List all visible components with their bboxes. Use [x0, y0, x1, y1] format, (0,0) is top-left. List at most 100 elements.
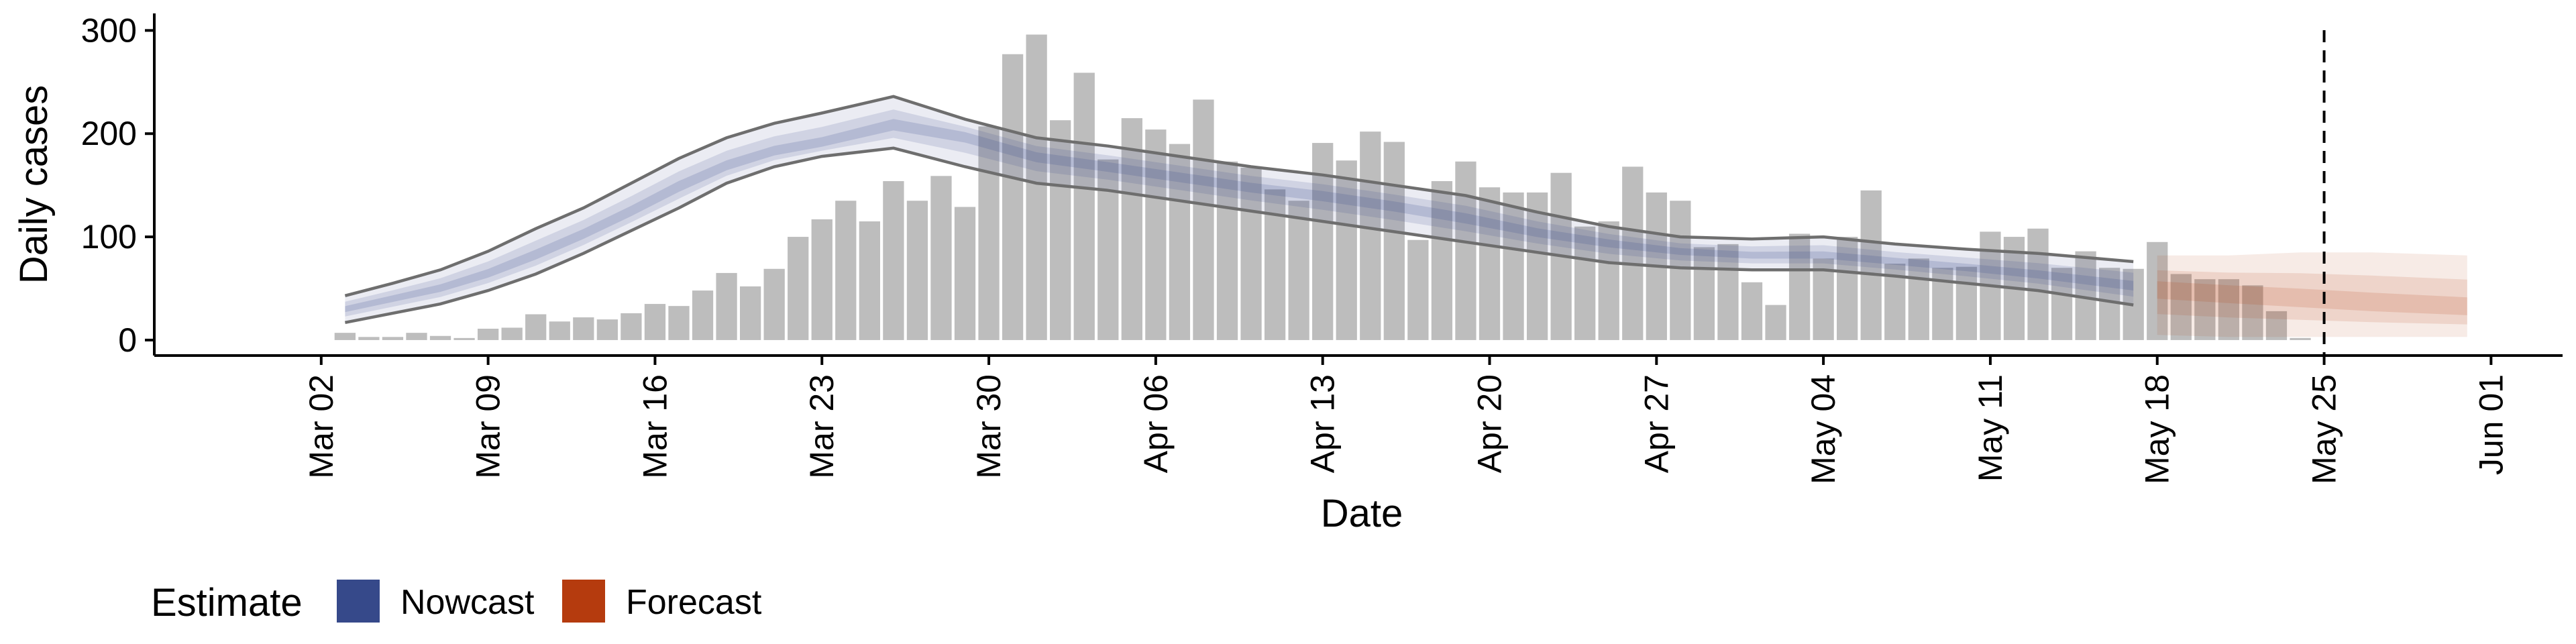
bar-2020-04-26 — [1622, 166, 1644, 340]
x-tick-label-2020-03-30: Mar 30 — [970, 374, 1008, 479]
y-tick-label-0: 0 — [118, 321, 137, 359]
x-tick-label-2020-05-04: May 04 — [1805, 374, 1842, 484]
bar-2020-03-24 — [835, 201, 857, 340]
bar-2020-05-13 — [2027, 228, 2049, 340]
bar-2020-05-20 — [2194, 279, 2216, 340]
bar-2020-03-03 — [334, 333, 356, 340]
bar-2020-04-07 — [1169, 144, 1191, 340]
bar-2020-03-08 — [453, 337, 475, 340]
bar-2020-05-03 — [1788, 233, 1811, 340]
bar-2020-05-23 — [2265, 311, 2288, 340]
bar-2020-05-22 — [2242, 285, 2263, 340]
x-tick-label-2020-03-23: Mar 23 — [803, 374, 841, 479]
bar-2020-04-15 — [1360, 131, 1381, 340]
bar-2020-03-12 — [549, 321, 570, 340]
bar-2020-04-12 — [1288, 201, 1309, 340]
bar-2020-04-03 — [1073, 72, 1095, 340]
bar-2020-03-25 — [859, 221, 880, 340]
bar-2020-03-09 — [477, 329, 499, 340]
bar-2020-05-01 — [1741, 282, 1763, 340]
x-tick-label-2020-03-09: Mar 09 — [470, 374, 507, 479]
bar-2020-05-21 — [2218, 279, 2240, 340]
legend-label-forecast: Forecast — [626, 583, 762, 622]
bar-2020-03-13 — [573, 317, 594, 340]
legend-swatch-nowcast — [337, 580, 380, 623]
bar-2020-04-05 — [1121, 118, 1142, 340]
axes-layer: 0 100 200 300 Mar 02 Mar 09 Mar 16 Mar 23 Mar 30… — [81, 11, 2563, 484]
bar-2020-03-19 — [716, 272, 737, 340]
bar-2020-05-04 — [1813, 258, 1834, 340]
forecast-band-mid — [2157, 270, 2467, 325]
bar-2020-05-18 — [2147, 241, 2168, 340]
bar-2020-04-09 — [1216, 161, 1238, 340]
bar-2020-03-16 — [644, 304, 666, 340]
x-tick-label-2020-03-16: Mar 16 — [636, 374, 674, 479]
bar-2020-04-21 — [1503, 192, 1524, 340]
nowcast-upper-line — [344, 95, 2134, 297]
bar-2020-03-06 — [406, 333, 427, 340]
bar-2020-03-14 — [596, 319, 618, 340]
bar-2020-04-16 — [1383, 142, 1405, 340]
bar-2020-03-20 — [739, 286, 761, 340]
x-tick-label-2020-04-27: Apr 27 — [1638, 374, 1675, 473]
bar-2020-05-02 — [1765, 305, 1786, 340]
bar-2020-05-08 — [1908, 258, 1929, 340]
bar-2020-04-20 — [1479, 187, 1501, 340]
bars-layer — [334, 34, 2311, 340]
bar-2020-05-24 — [2290, 337, 2311, 340]
bar-2020-03-10 — [501, 327, 523, 340]
bar-2020-03-29 — [954, 207, 976, 340]
nowcast-band-outer — [345, 96, 2134, 323]
bar-2020-04-22 — [1526, 192, 1548, 340]
bar-2020-04-19 — [1455, 161, 1477, 340]
x-tick-label-2020-05-25: May 25 — [2306, 374, 2343, 484]
bar-2020-04-10 — [1240, 168, 1262, 340]
bar-2020-04-30 — [1717, 244, 1739, 340]
legend-title: Estimate — [151, 581, 303, 625]
y-tick-label-100: 100 — [81, 218, 137, 256]
bar-2020-04-29 — [1693, 247, 1715, 340]
bar-2020-03-15 — [621, 313, 642, 340]
y-tick-label-200: 200 — [81, 115, 137, 152]
nowcast-lower-line — [344, 146, 2134, 325]
bar-2020-03-11 — [525, 314, 547, 340]
x-tick-label-2020-04-06: Apr 06 — [1137, 374, 1175, 473]
bar-2020-03-23 — [811, 219, 833, 340]
bar-2020-03-07 — [429, 335, 451, 340]
bar-2020-03-26 — [883, 181, 904, 340]
bar-2020-03-31 — [1002, 54, 1024, 340]
bar-2020-05-14 — [2051, 268, 2073, 340]
x-tick-label-2020-04-13: Apr 13 — [1304, 374, 1342, 473]
bar-2020-03-18 — [692, 290, 714, 340]
bar-2020-04-24 — [1574, 226, 1596, 340]
bar-2020-03-27 — [906, 201, 928, 340]
bar-2020-05-05 — [1837, 237, 1858, 340]
x-tick-label-2020-06-01: Jun 01 — [2472, 374, 2510, 475]
bar-2020-03-17 — [668, 306, 690, 340]
bar-2020-04-08 — [1193, 99, 1214, 340]
bar-2020-04-06 — [1145, 129, 1167, 340]
legend: Estimate Nowcast Forecast — [151, 580, 762, 625]
y-tick-label-300: 300 — [81, 11, 137, 49]
bar-2020-05-19 — [2170, 274, 2192, 340]
bar-2020-04-17 — [1407, 239, 1429, 340]
x-tick-label-2020-04-20: Apr 20 — [1471, 374, 1509, 473]
bar-2020-03-28 — [930, 176, 952, 340]
x-tick-label-2020-05-18: May 18 — [2139, 374, 2176, 484]
y-axis-title: Daily cases — [12, 85, 56, 284]
bar-2020-03-05 — [382, 337, 404, 340]
bar-2020-03-21 — [763, 268, 785, 340]
bar-2020-05-06 — [1860, 190, 1882, 340]
bar-2020-05-10 — [1955, 266, 1978, 340]
bar-2020-03-22 — [788, 237, 809, 340]
legend-swatch-forecast — [562, 580, 605, 623]
forecast-band-outer — [2157, 252, 2467, 337]
x-tick-label-2020-03-02: Mar 02 — [303, 374, 340, 479]
forecast-band-inner — [2157, 281, 2467, 315]
bar-2020-04-02 — [1050, 120, 1071, 340]
bar-2020-04-25 — [1598, 221, 1619, 340]
bar-2020-03-30 — [978, 126, 1000, 340]
x-axis-title: Date — [1321, 492, 1403, 535]
bar-2020-04-28 — [1670, 201, 1691, 340]
